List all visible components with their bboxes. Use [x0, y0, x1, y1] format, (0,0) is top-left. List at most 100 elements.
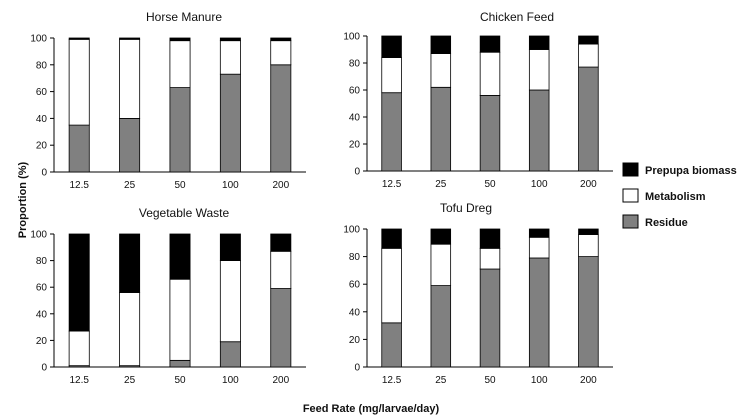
y-tick-label: 100	[343, 225, 360, 236]
bar-segment-residue	[479, 268, 501, 368]
bar-segment-residue	[528, 257, 550, 368]
y-tick-label: 0	[354, 167, 360, 178]
bar-segment-metabolism	[169, 40, 191, 88]
y-tick-label: 40	[349, 307, 361, 318]
panel-title: Vegetable Waste	[139, 206, 230, 220]
y-tick-label: 40	[36, 114, 48, 125]
bar-segment-prepupa-biomass	[219, 37, 241, 42]
bar-segment-residue	[169, 87, 191, 173]
bar-segment-prepupa-biomass	[119, 233, 141, 293]
panel-horse-manure: Horse Manure 0 20 40 60 80 100 12.5 25 50 100 200	[30, 10, 306, 191]
bar-segment-prepupa-biomass	[169, 37, 191, 42]
bar-segment-metabolism	[68, 38, 90, 126]
bar-segment-metabolism	[169, 278, 191, 361]
y-tick-label: 40	[36, 309, 48, 320]
bar-segment-metabolism	[430, 53, 452, 88]
panel-vegetable-waste: Vegetable Waste 0 20 40 60 80 100 12.5 25 50 100…	[30, 206, 306, 386]
bar-segment-prepupa-biomass	[219, 233, 241, 262]
bar-segment-metabolism	[578, 234, 599, 258]
bar-segment-prepupa-biomass	[270, 233, 292, 252]
bar-segment-prepupa-biomass	[270, 37, 292, 42]
panel-title: Horse Manure	[146, 10, 222, 24]
y-tick-label: 60	[349, 280, 361, 291]
bar-segment-residue	[381, 322, 402, 368]
bar-segment-prepupa-biomass	[479, 228, 501, 249]
legend-swatch-metabolism	[622, 188, 639, 203]
y-tick-label: 20	[36, 336, 48, 347]
bar-segment-metabolism	[119, 38, 141, 119]
x-tick-label: 25	[124, 180, 136, 191]
y-tick-label: 100	[343, 32, 360, 43]
x-tick-label: 12.5	[69, 180, 89, 191]
x-tick-label: 12.5	[69, 375, 89, 386]
legend-swatch-prepupa	[622, 162, 639, 177]
y-tick-label: 0	[41, 363, 47, 374]
y-tick-label: 60	[36, 87, 48, 98]
bar-segment-residue	[119, 118, 141, 173]
legend-label: Metabolism	[645, 191, 706, 203]
bar-segment-metabolism	[479, 51, 501, 96]
y-tick-label: 80	[349, 252, 361, 263]
bar-segment-prepupa-biomass	[119, 37, 141, 40]
bar-segment-metabolism	[219, 40, 241, 75]
bar-segment-metabolism	[270, 250, 292, 289]
bar-segment-residue	[270, 64, 292, 173]
y-tick-label: 20	[349, 140, 361, 151]
legend-swatch-residue	[622, 214, 639, 229]
x-tick-label: 25	[435, 375, 447, 386]
y-tick-label: 100	[30, 34, 47, 45]
bar-segment-residue	[68, 124, 90, 173]
x-axis-label: Feed Rate (mg/larvae/day)	[303, 403, 440, 415]
bar-segment-prepupa-biomass	[528, 228, 550, 238]
bar-segment-residue	[219, 73, 241, 173]
bar-segment-metabolism	[381, 57, 402, 94]
y-tick-label: 60	[349, 86, 361, 97]
x-tick-label: 100	[531, 375, 548, 386]
bar-segment-prepupa-biomass	[381, 35, 402, 59]
legend-label: Prepupa biomass	[645, 165, 737, 177]
x-tick-label: 100	[222, 375, 239, 386]
y-axis-label: Proportion (%)	[17, 161, 29, 238]
y-tick-label: 40	[349, 113, 361, 124]
bar-segment-residue	[169, 359, 191, 368]
legend-label: Residue	[645, 217, 688, 229]
y-tick-label: 80	[36, 256, 48, 267]
x-tick-label: 50	[484, 179, 496, 190]
x-tick-label: 50	[174, 180, 186, 191]
bar-segment-residue	[578, 256, 599, 368]
bar-segment-metabolism	[270, 40, 292, 66]
x-tick-label: 12.5	[382, 375, 402, 386]
bar-segment-metabolism	[578, 43, 599, 68]
x-tick-label: 100	[222, 180, 239, 191]
bar-segment-residue	[270, 288, 292, 368]
y-tick-label: 0	[41, 168, 47, 179]
bar-segment-residue	[430, 86, 452, 172]
x-tick-label: 200	[272, 180, 289, 191]
y-tick-label: 0	[354, 363, 360, 374]
bar-segment-prepupa-biomass	[528, 35, 550, 50]
bar-segment-prepupa-biomass	[430, 35, 452, 54]
bar-segment-residue	[219, 341, 241, 368]
y-tick-label: 20	[36, 141, 48, 152]
y-tick-label: 20	[349, 335, 361, 346]
bar-segment-residue	[479, 95, 501, 172]
x-tick-label: 25	[124, 375, 136, 386]
bar-segment-metabolism	[479, 247, 501, 270]
x-tick-label: 12.5	[382, 179, 402, 190]
bar-segment-metabolism	[381, 247, 402, 324]
bar-segment-residue	[578, 66, 599, 172]
bar-segment-metabolism	[528, 236, 550, 259]
bar-segment-prepupa-biomass	[169, 233, 191, 280]
panel-tofu-dreg: Tofu Dreg 0 20 40 60 80 100 12.5 25 50 100 200	[343, 201, 613, 386]
bar-segment-prepupa-biomass	[430, 228, 452, 245]
x-tick-label: 200	[272, 375, 289, 386]
bar-segment-metabolism	[528, 49, 550, 91]
bar-segment-residue	[381, 92, 402, 172]
x-tick-label: 200	[580, 179, 597, 190]
x-tick-label: 50	[174, 375, 186, 386]
bar-segment-metabolism	[119, 292, 141, 367]
x-tick-label: 100	[531, 179, 548, 190]
panel-title: Tofu Dreg	[440, 201, 492, 215]
panel-chicken-feed: Chicken Feed 0 20 40 60 80 100 12.5 25 50 100 200	[343, 10, 613, 190]
